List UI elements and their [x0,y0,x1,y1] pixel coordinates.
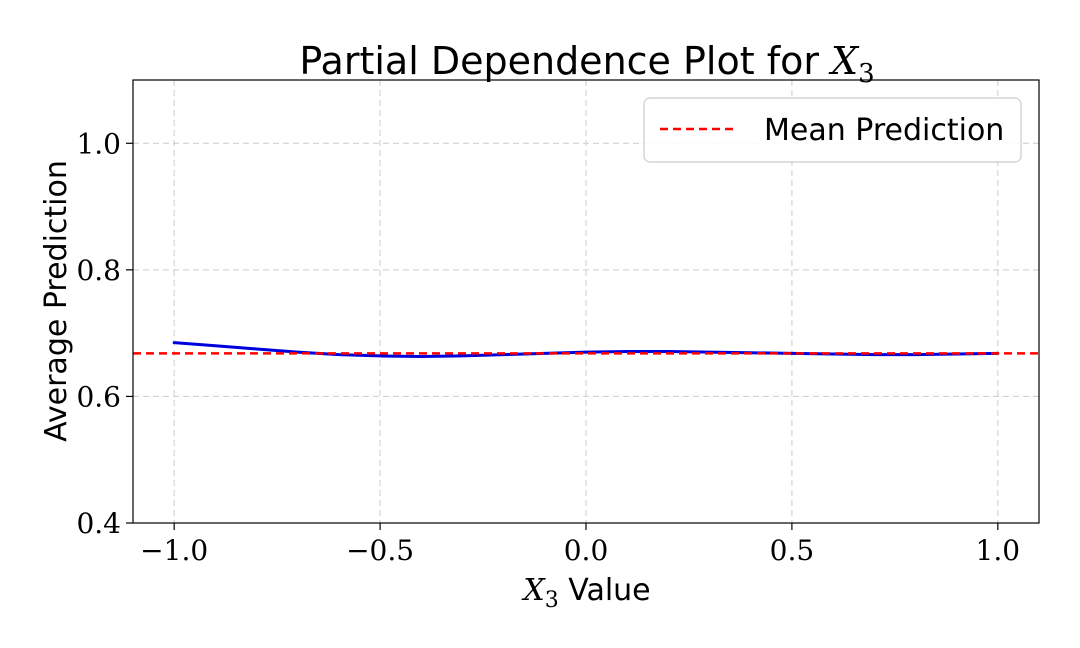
legend-mean-prediction-label: Mean Prediction [764,113,1004,148]
x-tick-label: 0.0 [564,534,609,567]
x-tick-label: 0.5 [770,534,815,567]
x-tick-label: −1.0 [140,534,208,567]
x-tick-label: −0.5 [346,534,414,567]
y-axis-ticks: 0.4 0.6 0.8 1.0 [76,127,133,540]
y-tick-label: 0.4 [76,507,121,540]
x-axis-ticks: −1.0 −0.5 0.0 0.5 1.0 [140,523,1020,567]
y-tick-label: 0.6 [76,380,121,413]
chart-title: Partial Dependence Plot for X3 [299,39,874,89]
x-axis-label: X3 Value [521,573,650,613]
y-axis-label: Average Prediction [39,160,74,442]
legend-box [643,97,1022,163]
legend: Mean Prediction [643,97,1022,163]
y-tick-label: 0.8 [76,254,121,287]
series-line-partial-dependence [172,341,1000,359]
series-layer [133,341,1039,359]
x-tick-label: 1.0 [976,534,1021,567]
y-tick-label: 1.0 [76,127,121,160]
